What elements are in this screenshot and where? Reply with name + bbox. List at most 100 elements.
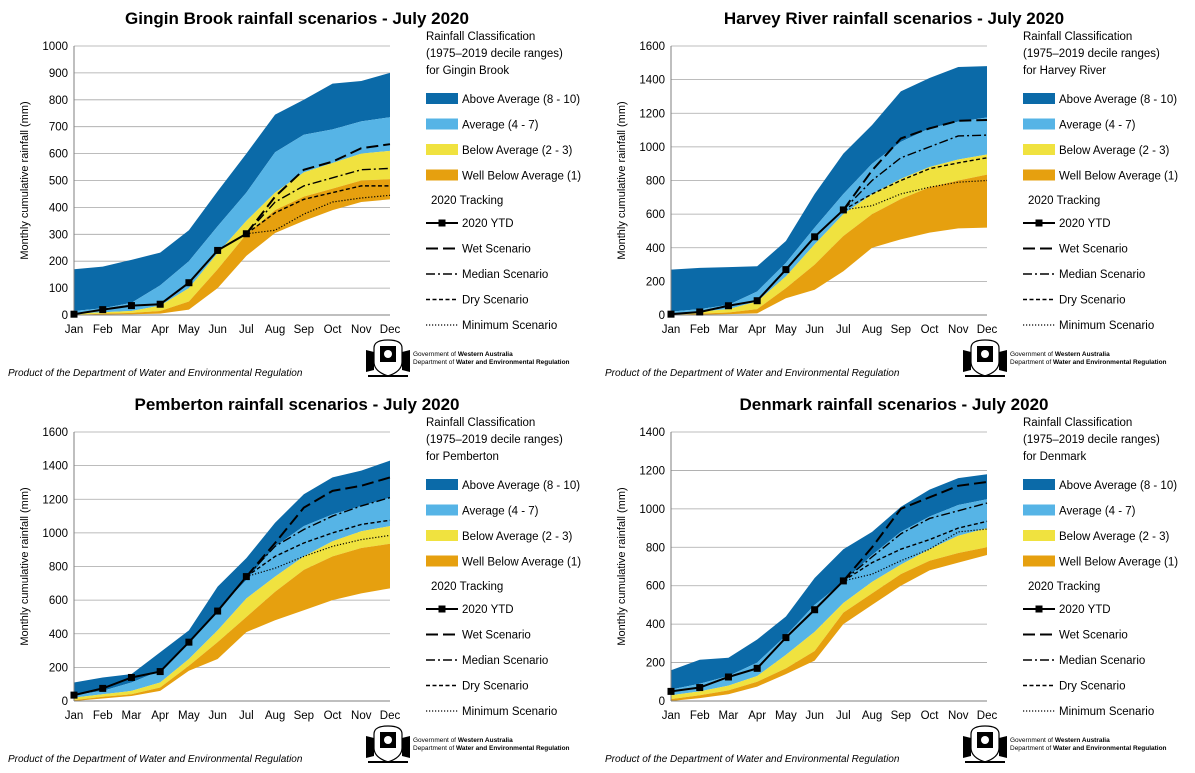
x-tick-label: Oct	[921, 710, 940, 722]
legend-band-label: Well Below Average (1)	[1059, 171, 1178, 183]
band-well-below-average	[671, 547, 987, 701]
legend-heading: Rainfall Classification	[1023, 31, 1132, 43]
x-tick-label: Feb	[93, 710, 113, 722]
legend-line-label: Dry Scenario	[462, 681, 528, 693]
gov-line-2-bold: Water and Environmental Regulation	[456, 359, 570, 366]
gov-line-1-bold: Western Australia	[458, 351, 513, 358]
y-tick-label: 600	[646, 581, 665, 593]
x-tick-label: Dec	[977, 710, 998, 722]
x-tick-label: Dec	[380, 324, 401, 336]
series-line-median-scenario	[245, 167, 391, 235]
wa-crest-icon	[366, 339, 410, 377]
legend-band-label: Below Average (2 - 3)	[1059, 145, 1170, 157]
crest-supporter-left	[366, 736, 374, 758]
ytd-point	[99, 684, 107, 692]
crest-emblem	[384, 350, 392, 358]
legend-swatch	[1023, 555, 1055, 567]
legend-band-label: Below Average (2 - 3)	[462, 531, 573, 543]
ytd-point	[214, 607, 222, 615]
ytd-point	[753, 664, 761, 672]
gov-line-1: Government of Western Australia	[1010, 351, 1110, 358]
series-line-wet-scenario	[245, 476, 391, 578]
legend-band-label: Above Average (8 - 10)	[1059, 94, 1177, 106]
y-tick-label: 1200	[42, 494, 68, 506]
band-average	[671, 117, 987, 314]
y-tick-label: 0	[62, 696, 68, 708]
y-tick-label: 500	[49, 176, 68, 188]
x-tick-label: Feb	[93, 324, 113, 336]
x-tick-label: Jun	[805, 324, 824, 336]
y-tick-label: 0	[659, 310, 665, 322]
band-average	[74, 497, 390, 698]
gov-line-2-prefix: Department of	[413, 359, 456, 366]
series-line-minimum-scenario	[843, 179, 988, 211]
series-line-dry-scenario	[245, 519, 391, 578]
footer-product-text: Product of the Department of Water and E…	[8, 754, 303, 765]
x-tick-label: May	[775, 710, 797, 722]
y-tick-label: 1600	[42, 427, 68, 439]
legend-line-label: Minimum Scenario	[1059, 320, 1154, 332]
x-tick-label: Mar	[122, 710, 142, 722]
y-tick-label: 800	[49, 95, 68, 107]
chart-svg: Pemberton rainfall scenarios - July 2020…	[8, 395, 581, 765]
x-tick-label: Apr	[748, 710, 766, 722]
x-tick-label: Jan	[65, 324, 84, 336]
legend-marker	[1035, 605, 1043, 613]
legend-swatch	[1023, 530, 1055, 541]
ytd-point	[242, 230, 250, 238]
band-above-average	[74, 72, 390, 311]
y-axis-label: Monthly cumulative rainfall (mm)	[19, 487, 31, 645]
legend-tracking-heading: 2020 Tracking	[1028, 195, 1100, 207]
legend-line-label: Median Scenario	[462, 269, 548, 281]
legend-band-label: Well Below Average (1)	[462, 557, 581, 569]
legend-location: for Harvey River	[1023, 65, 1106, 77]
legend-tracking-heading: 2020 Tracking	[431, 581, 503, 593]
gov-line-2-prefix: Department of	[413, 745, 456, 752]
legend-band-label: Above Average (8 - 10)	[462, 94, 580, 106]
x-tick-label: Apr	[151, 324, 169, 336]
ytd-point	[99, 306, 107, 314]
wa-crest-icon	[963, 339, 1007, 377]
legend-heading-range: (1975–2019 decile ranges)	[1023, 434, 1160, 446]
gov-line-1-bold: Western Australia	[1055, 351, 1110, 358]
legend-band-label: Well Below Average (1)	[1059, 557, 1178, 569]
legend-band-label: Well Below Average (1)	[462, 171, 581, 183]
gov-line-1-prefix: Government of	[1010, 351, 1055, 358]
x-tick-label: Jan	[65, 710, 84, 722]
legend-line-label: Median Scenario	[1059, 655, 1145, 667]
x-tick-label: Aug	[862, 324, 882, 336]
ytd-point	[839, 577, 847, 585]
x-tick-label: Jul	[239, 324, 254, 336]
y-tick-label: 1000	[639, 142, 665, 154]
y-tick-label: 400	[646, 619, 665, 631]
y-tick-label: 900	[49, 68, 68, 80]
footer-product-text: Product of the Department of Water and E…	[605, 368, 900, 379]
band-above-average	[671, 474, 987, 690]
series-line-dry-scenario	[842, 520, 988, 582]
x-tick-label: Mar	[122, 324, 142, 336]
chart-panel-pemberton: Pemberton rainfall scenarios - July 2020…	[0, 386, 597, 772]
x-tick-label: Nov	[948, 710, 969, 722]
gov-line-1-bold: Western Australia	[1055, 737, 1110, 744]
legend-location: for Denmark	[1023, 451, 1087, 463]
y-tick-label: 600	[646, 209, 665, 221]
x-tick-label: May	[178, 324, 200, 336]
legend-band-label: Above Average (8 - 10)	[462, 480, 580, 492]
chart-title: Denmark rainfall scenarios - July 2020	[740, 395, 1049, 414]
legend-swatch	[426, 479, 458, 490]
legend-band-label: Below Average (2 - 3)	[462, 145, 573, 157]
gov-line-2-bold: Water and Environmental Regulation	[456, 745, 570, 752]
y-tick-label: 1000	[42, 41, 68, 53]
legend-swatch	[426, 169, 458, 181]
series-line-median-scenario	[842, 134, 988, 211]
y-tick-label: 1200	[639, 465, 665, 477]
x-tick-label: Nov	[948, 324, 969, 336]
legend-line-label: Minimum Scenario	[462, 320, 557, 332]
chart-title: Gingin Brook rainfall scenarios - July 2…	[125, 9, 469, 28]
footer-product-text: Product of the Department of Water and E…	[605, 754, 900, 765]
legend-band-label: Average (4 - 7)	[462, 120, 539, 132]
x-tick-label: Aug	[265, 710, 285, 722]
legend-band-label: Average (4 - 7)	[1059, 120, 1136, 132]
chart-title: Pemberton rainfall scenarios - July 2020	[134, 395, 459, 414]
legend-line-label: 2020 YTD	[462, 218, 514, 230]
